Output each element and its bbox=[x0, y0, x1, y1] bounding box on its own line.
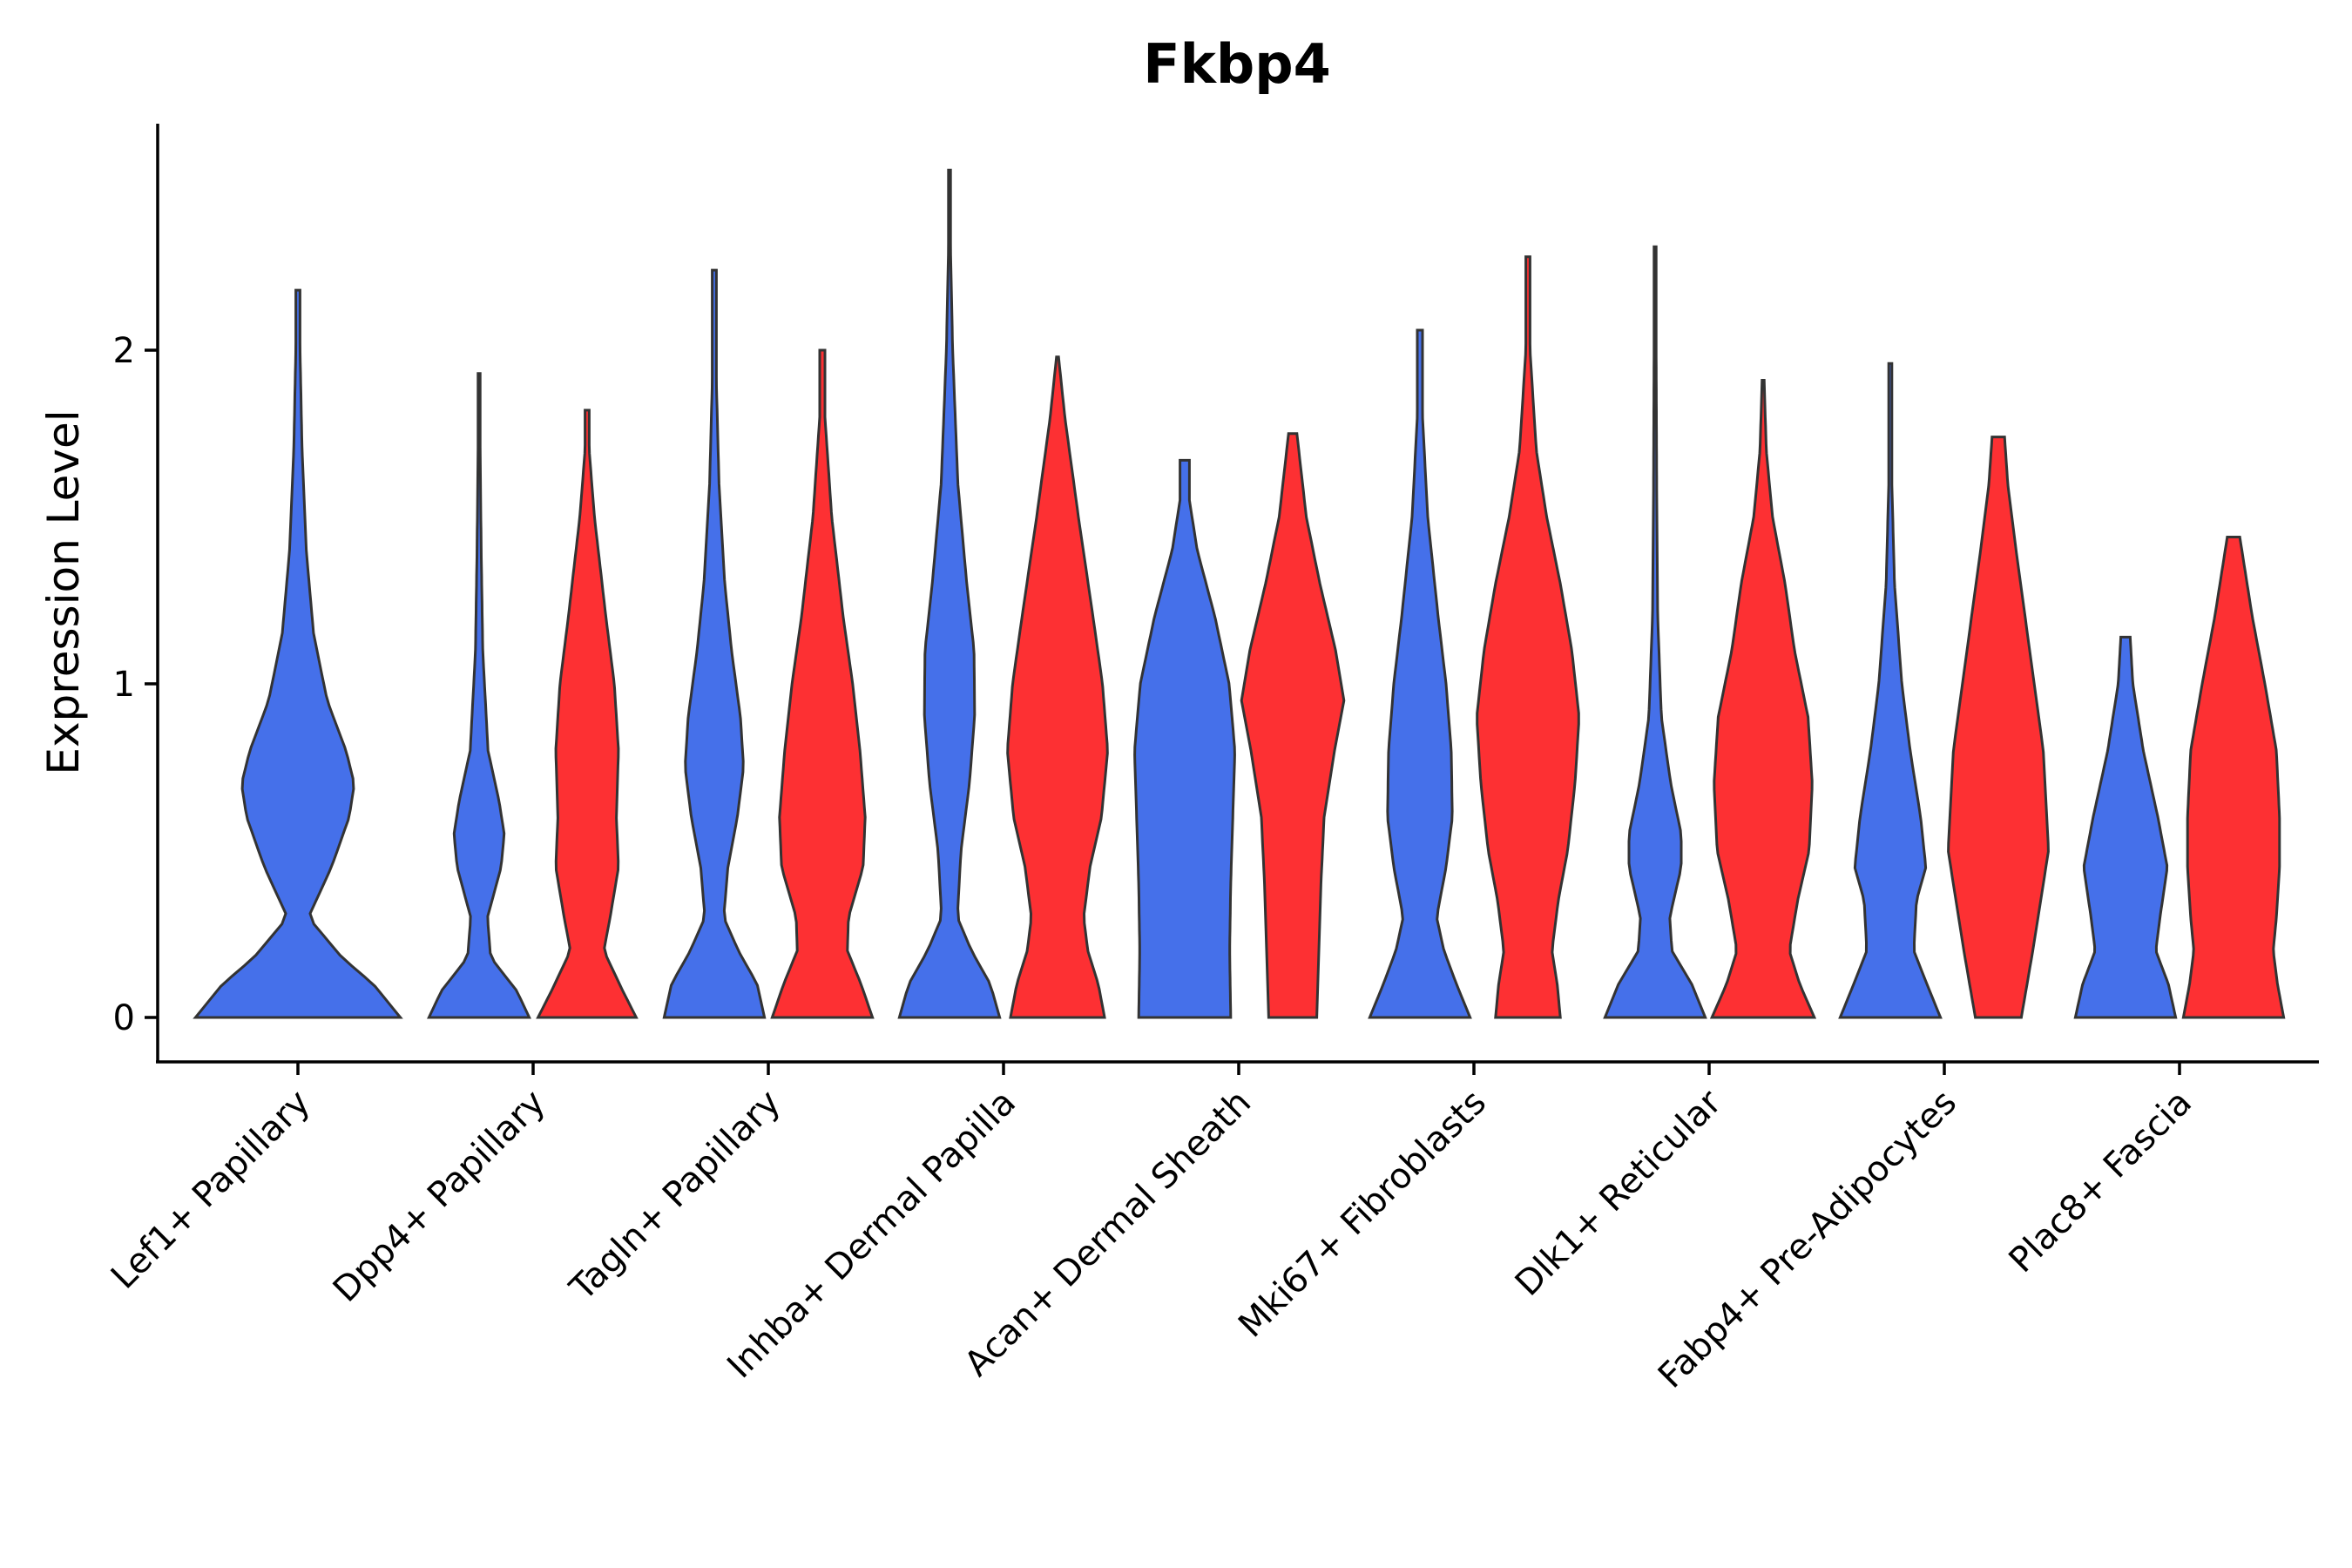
violin-group_1-3 bbox=[897, 168, 1002, 1019]
x-tick-label-6: Dlk1+ Reticular bbox=[1508, 1082, 1730, 1304]
violin-group_1-7 bbox=[1838, 362, 1943, 1019]
y-tick-label-2: 2 bbox=[113, 331, 135, 371]
violin-group_1-4 bbox=[1133, 458, 1236, 1019]
x-tick-label-0: Lef1+ Papillary bbox=[104, 1083, 318, 1297]
x-tick-label-2: Tagln+ Papillary bbox=[562, 1083, 788, 1309]
x-ticks: Lef1+ Papillary Dpp4+ Papillary Tagln+ Pap… bbox=[104, 1062, 2200, 1396]
violin-group_1-8 bbox=[2073, 635, 2178, 1019]
chart-title: Fkbp4 bbox=[1143, 32, 1331, 96]
violin-group_1-2 bbox=[662, 268, 767, 1019]
y-axis-label: Expression Level bbox=[38, 409, 89, 774]
violin-group_2-8 bbox=[2181, 536, 2286, 1019]
y-ticks: 0 1 2 bbox=[113, 331, 158, 1038]
violin-group_2-1 bbox=[536, 409, 639, 1019]
y-tick-label-1: 1 bbox=[113, 665, 135, 705]
violin-group_2-4 bbox=[1240, 432, 1346, 1019]
y-tick-label-0: 0 bbox=[113, 998, 135, 1038]
violin-group_1-0 bbox=[193, 288, 403, 1019]
violin-group_1-6 bbox=[1603, 245, 1707, 1019]
x-tick-label-5: Mki67+ Fibroblasts bbox=[1231, 1083, 1494, 1346]
violin-group_2-2 bbox=[770, 348, 875, 1019]
violin-group_2-5 bbox=[1476, 255, 1580, 1019]
violin-group_2-7 bbox=[1947, 436, 2050, 1019]
x-tick-label-1: Dpp4+ Papillary bbox=[326, 1083, 553, 1310]
violin-group_2-3 bbox=[1006, 355, 1109, 1019]
violin-group_1-5 bbox=[1368, 328, 1472, 1019]
violin-layer bbox=[193, 168, 2286, 1019]
violin-group_1-1 bbox=[427, 372, 531, 1019]
x-tick-label-8: Plac8+ Fascia bbox=[2002, 1083, 2200, 1281]
violin-group_2-6 bbox=[1709, 379, 1817, 1019]
